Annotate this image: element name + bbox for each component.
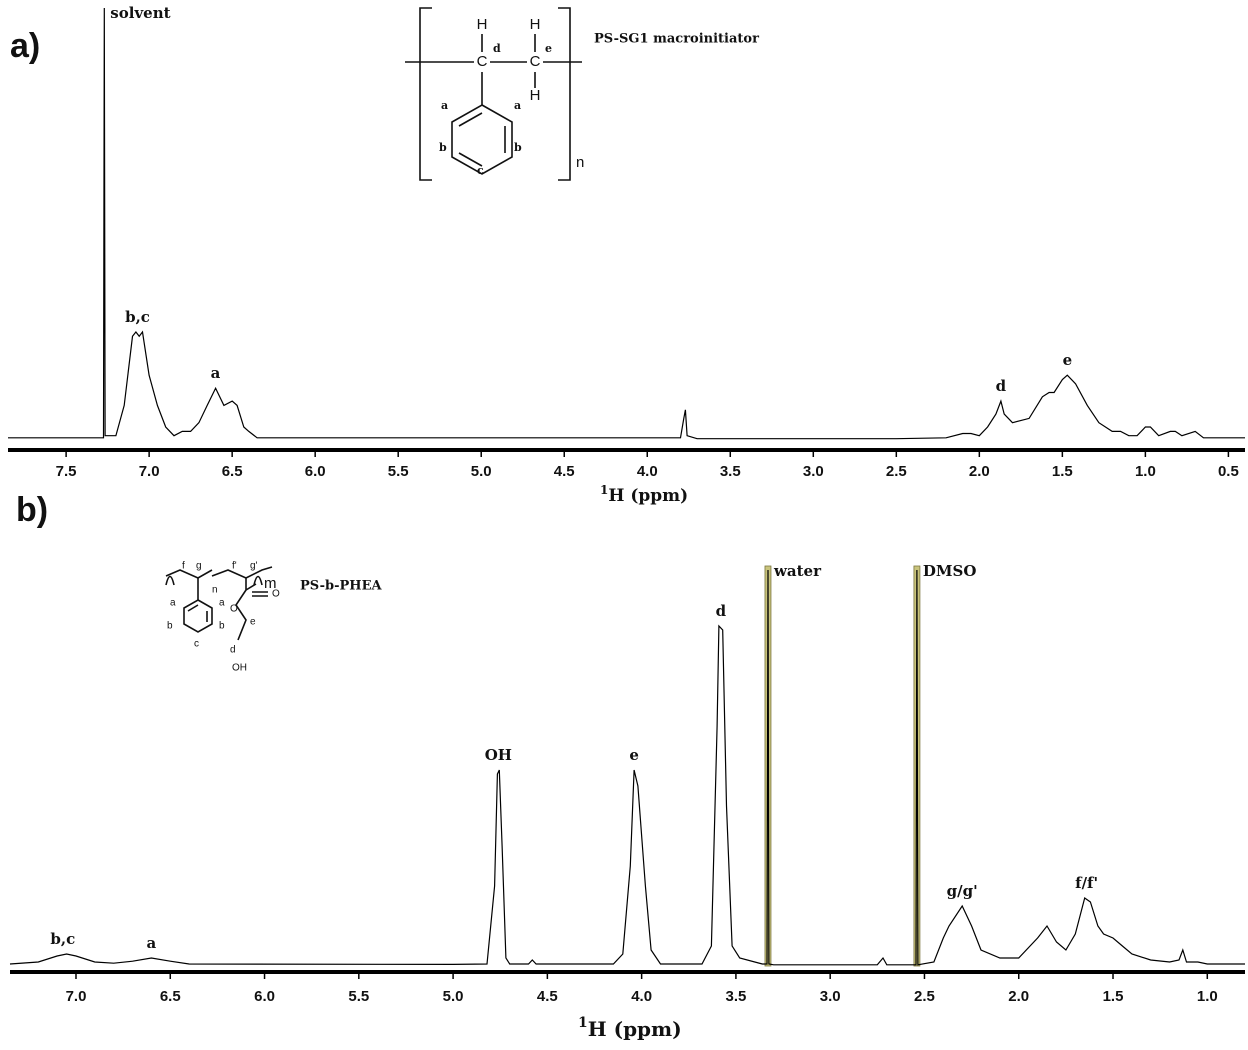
x-label-sup: 1: [578, 1015, 588, 1031]
x-tick-label: 0.5: [1218, 463, 1239, 480]
atom-label: a: [219, 598, 225, 609]
peak-label: d: [996, 377, 1007, 395]
atom: O: [230, 604, 238, 615]
subscript: n: [212, 585, 218, 596]
structure-b: f g f' g' n m O O a a b b c e d OH PS-b-…: [165, 561, 382, 674]
x-tick-label: 1.0: [1197, 988, 1218, 1005]
peak-label: a: [147, 934, 157, 952]
subscript: n: [576, 154, 584, 171]
atom-label: d: [230, 645, 236, 656]
x-tick-label: 5.5: [388, 463, 409, 480]
atom: H: [477, 16, 488, 33]
peak-label: f/f': [1075, 874, 1098, 892]
ring: [451, 104, 513, 175]
x-axis-label: 1H (ppm): [578, 1015, 682, 1041]
atom-label: a: [441, 99, 448, 112]
peak-label: e: [1063, 351, 1073, 369]
x-tick-label: 7.0: [139, 463, 160, 480]
panel-label: b): [16, 491, 48, 529]
peak-label: b,c: [125, 308, 150, 326]
x-label-sup: 1: [600, 483, 608, 497]
atom: C: [530, 53, 541, 70]
structure-a: H H C C d e H a a b b c n PS-SG1 macroin…: [405, 7, 759, 181]
x-tick-label: 4.0: [631, 988, 652, 1005]
atom-label: b: [219, 621, 225, 632]
structure-name: PS-SG1 macroinitiator: [594, 32, 759, 47]
peak-label: d: [716, 602, 727, 620]
x-tick-label: 2.0: [1008, 988, 1029, 1005]
peak-label: DMSO: [923, 562, 977, 580]
x-tick-label: 5.0: [443, 988, 464, 1005]
atom: H: [530, 16, 541, 33]
bond: [165, 566, 273, 586]
peak-label: OH: [485, 746, 512, 764]
bond: [197, 578, 268, 641]
bracket: [419, 7, 571, 181]
atom-label: c: [477, 164, 484, 177]
x-tick-label: 3.0: [820, 988, 841, 1005]
x-tick-label: 1.5: [1103, 988, 1124, 1005]
atom-label: f': [232, 561, 237, 572]
x-tick-label: 7.5: [56, 463, 77, 480]
atom-label: b: [439, 141, 447, 154]
atom-label: g: [196, 561, 202, 572]
x-label-text: H (ppm): [588, 1017, 682, 1041]
panel-label: a): [10, 27, 40, 65]
spectrum: [9, 569, 1245, 966]
x-tick-label: 2.5: [886, 463, 907, 480]
x-tick-label: 6.5: [160, 988, 181, 1005]
peak-label: b,c: [50, 930, 75, 948]
x-tick-label: 4.5: [537, 988, 558, 1005]
atom: C: [477, 53, 488, 70]
subscript: m: [264, 575, 277, 592]
peak-label: e: [629, 746, 639, 764]
x-tick-label: 7.0: [66, 988, 87, 1005]
atom: H: [530, 87, 541, 104]
peak-label: solvent: [110, 4, 170, 22]
atom-label: c: [194, 639, 199, 650]
x-tick-label: 4.0: [637, 463, 658, 480]
bond: [405, 34, 582, 105]
spectrum: [8, 7, 1245, 440]
x-tick-label: 1.5: [1052, 463, 1073, 480]
atom-label: b: [514, 141, 522, 154]
x-tick-label: 3.5: [720, 463, 741, 480]
atom: O: [272, 589, 280, 600]
atom: OH: [232, 663, 247, 674]
x-tick-label: 3.5: [725, 988, 746, 1005]
x-tick-label: 5.5: [348, 988, 369, 1005]
x-axis-label: 1H (ppm): [600, 483, 688, 506]
atom-label: g': [250, 561, 258, 572]
atom-label: a: [514, 99, 521, 112]
structure-name: PS-b-PHEA: [300, 579, 382, 594]
peak-label: water: [773, 562, 822, 580]
x-tick-label: 4.5: [554, 463, 575, 480]
peak-label: a: [211, 364, 221, 382]
x-tick-label: 2.0: [969, 463, 990, 480]
x-tick-label: 1.0: [1135, 463, 1156, 480]
atom-label: e: [545, 42, 552, 55]
atom-label: b: [167, 621, 173, 632]
atom-label: d: [493, 42, 501, 55]
x-tick-label: 6.0: [254, 988, 275, 1005]
peak-label: g/g': [947, 882, 978, 900]
x-tick-label: 6.0: [305, 463, 326, 480]
x-tick-label: 6.5: [222, 463, 243, 480]
ring: [183, 599, 213, 633]
x-tick-label: 3.0: [803, 463, 824, 480]
atom-label: a: [170, 598, 176, 609]
atom-label: f: [182, 561, 185, 572]
x-label-text: H (ppm): [608, 486, 688, 506]
x-tick-label: 2.5: [914, 988, 935, 1005]
x-tick-label: 5.0: [471, 463, 492, 480]
atom-label: e: [250, 617, 256, 628]
